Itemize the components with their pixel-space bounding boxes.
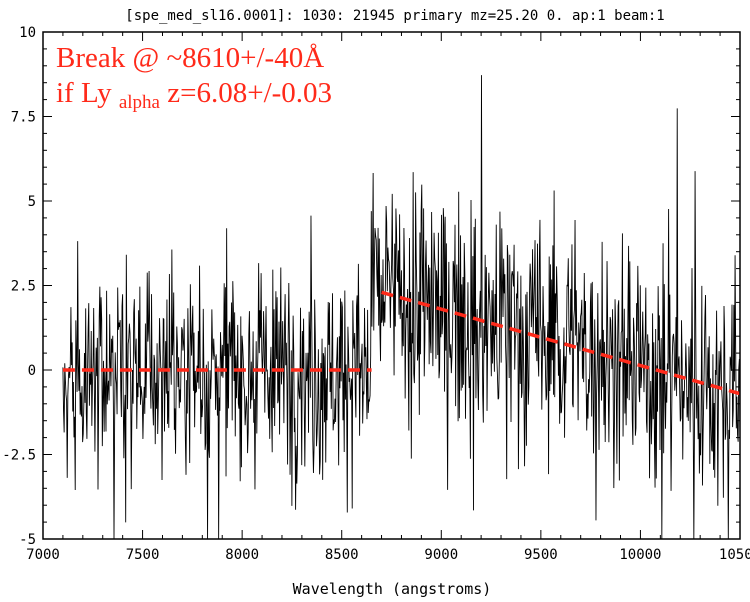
chart-title: [spe_med_sl16.0001]: 1030: 21945 primary… <box>125 8 664 24</box>
spectrum-line <box>62 75 741 540</box>
y-tick-label: -5 <box>19 532 36 548</box>
y-axis: -5 -2.5 0 2.5 5 7.5 10 <box>2 25 740 548</box>
annotation-break: Break @ ~8610+/-40Å <box>56 42 324 74</box>
annotation-suffix: z=6.08+/-0.03 <box>160 77 332 109</box>
y-tick-label: 10 <box>19 25 36 41</box>
x-tick-label: 7000 <box>26 547 60 563</box>
fit-lines <box>62 290 741 396</box>
x-tick-label: 9000 <box>424 547 458 563</box>
annotation-redshift: if Ly alpha z=6.08+/-0.03 <box>56 77 332 113</box>
x-tick-label: 10000 <box>619 547 661 563</box>
annotation-subscript: alpha <box>119 92 161 113</box>
x-tick-label: 8000 <box>225 547 259 563</box>
x-tick-label: 10500 <box>719 547 750 563</box>
y-tick-label: 2.5 <box>11 279 36 295</box>
x-axis: 7000 7500 8000 8500 9000 9500 10000 10500 <box>26 32 750 563</box>
x-tick-label: 8500 <box>325 547 359 563</box>
annotation-prefix: if Ly <box>56 77 119 109</box>
x-axis-label: Wavelength (angstroms) <box>293 580 492 598</box>
y-tick-label: -2.5 <box>2 448 36 464</box>
y-tick-label: 7.5 <box>11 110 36 126</box>
y-tick-label: 0 <box>28 363 36 379</box>
fit-line-red-side <box>381 290 741 396</box>
spectrum-series <box>62 75 741 540</box>
x-tick-label: 9500 <box>524 547 558 563</box>
x-tick-label: 7500 <box>126 547 160 563</box>
y-tick-label: 5 <box>28 194 36 210</box>
